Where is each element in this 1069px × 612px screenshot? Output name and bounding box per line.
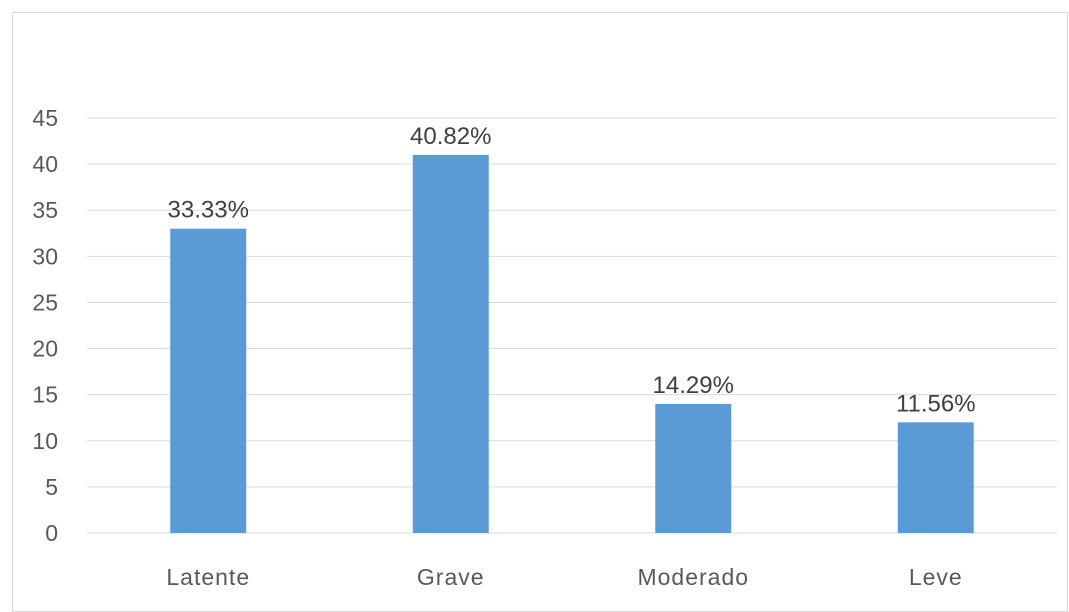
y-tick-label: 40 bbox=[32, 151, 58, 177]
y-tick-label: 45 bbox=[32, 105, 58, 131]
y-axis-ticks: 0 5 10 15 20 25 30 35 40 45 bbox=[32, 105, 58, 546]
data-label: 14.29% bbox=[653, 372, 734, 399]
y-tick-label: 5 bbox=[45, 474, 58, 500]
bars bbox=[170, 154, 974, 533]
y-tick-label: 30 bbox=[32, 243, 58, 269]
x-category-label: Moderado bbox=[637, 564, 749, 585]
bar bbox=[412, 154, 489, 533]
x-category-label: Grave bbox=[417, 564, 485, 585]
y-tick-label: 0 bbox=[45, 520, 58, 546]
x-category-label: Leve bbox=[909, 564, 963, 585]
y-tick-label: 25 bbox=[32, 289, 58, 315]
y-tick-label: 20 bbox=[32, 336, 58, 362]
y-tick-label: 10 bbox=[32, 428, 58, 454]
data-label: 40.82% bbox=[410, 123, 491, 150]
bar bbox=[655, 403, 732, 533]
gridlines bbox=[87, 117, 1057, 534]
data-label: 11.56% bbox=[896, 390, 976, 417]
bar-chart: 0 5 10 15 20 25 30 35 40 45 33.33% 40.82% 14.29% 11.… bbox=[32, 105, 1057, 585]
data-label: 33.33% bbox=[168, 197, 249, 224]
x-axis-categories: Latente Grave Moderado Leve bbox=[166, 564, 963, 585]
bar bbox=[170, 228, 247, 533]
y-tick-label: 35 bbox=[32, 197, 58, 223]
x-category-label: Latente bbox=[166, 564, 250, 585]
y-tick-label: 15 bbox=[32, 382, 58, 408]
data-labels: 33.33% 40.82% 14.29% 11.56% bbox=[168, 123, 976, 417]
bar bbox=[897, 422, 974, 533]
